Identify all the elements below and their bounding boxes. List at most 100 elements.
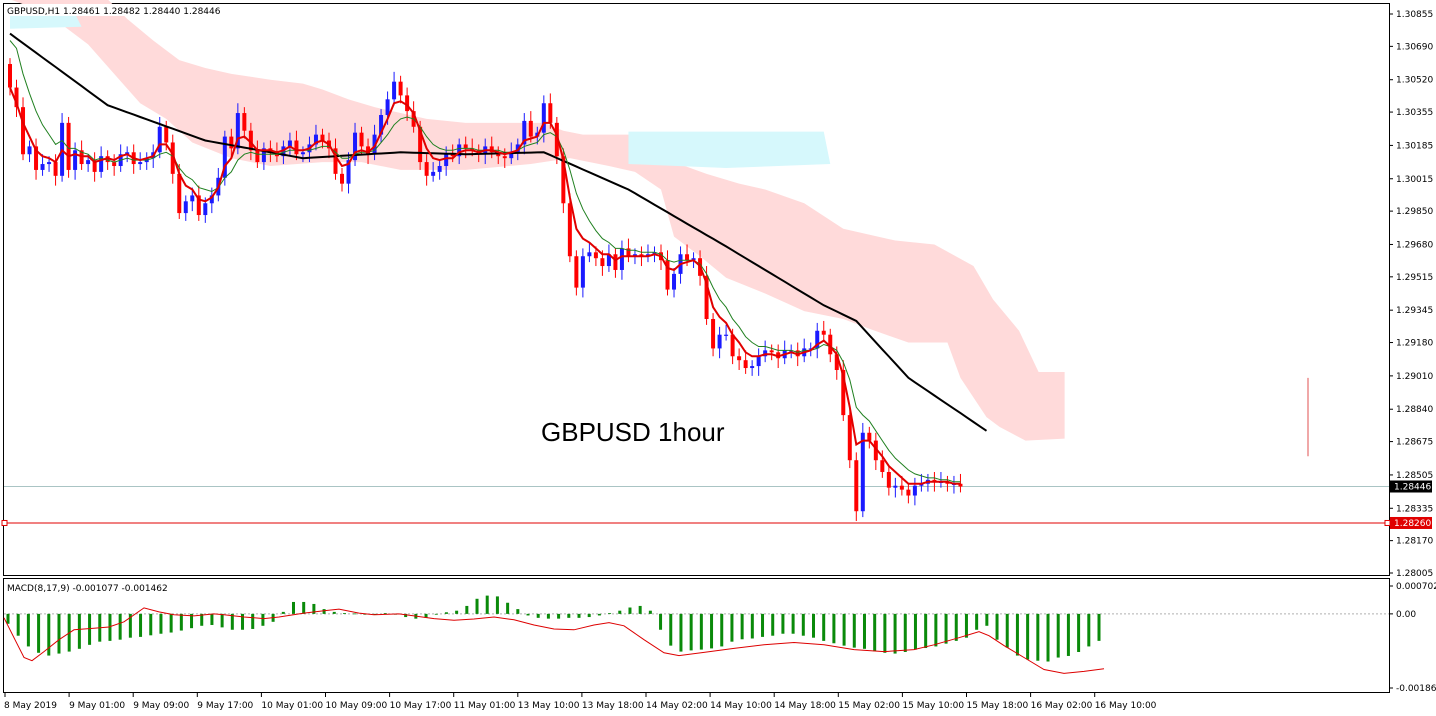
macd-histogram-bar bbox=[1097, 613, 1101, 641]
support-line-anchor bbox=[1, 519, 8, 526]
macd-histogram-bar bbox=[88, 613, 92, 645]
support-price-label: 1.28260 bbox=[1394, 519, 1431, 529]
candle-bull bbox=[99, 156, 104, 172]
candle-bull bbox=[313, 134, 318, 145]
macd-histogram-bar bbox=[200, 613, 204, 626]
candle-bull bbox=[287, 140, 292, 147]
price-tick-label: 1.30690 bbox=[1396, 42, 1433, 52]
moving-averages bbox=[9, 32, 988, 485]
macd-histogram-bar bbox=[954, 613, 958, 641]
price-tick-label: 1.29010 bbox=[1396, 372, 1433, 382]
candle-bull bbox=[385, 99, 390, 116]
candle-bull bbox=[522, 120, 527, 145]
macd-histogram-bar bbox=[913, 613, 917, 650]
macd-histogram-bar bbox=[1005, 613, 1009, 648]
macd-histogram-bar bbox=[47, 613, 51, 656]
macd-histogram-bar bbox=[873, 613, 877, 652]
candle-bear bbox=[880, 460, 885, 472]
macd-histogram-bar bbox=[353, 613, 357, 615]
macd-panel: 0.000702 0.00 -0.001867 bbox=[3, 582, 1436, 694]
candlesticks bbox=[8, 58, 963, 522]
ema-slow-line bbox=[9, 32, 988, 432]
macd-histogram-bar bbox=[220, 613, 224, 628]
candle-bear bbox=[53, 162, 58, 176]
candle-bull bbox=[40, 164, 45, 170]
price-tick-label: 1.30855 bbox=[1396, 10, 1433, 20]
candle-bear bbox=[821, 330, 826, 335]
macd-histogram-bar bbox=[577, 613, 581, 618]
macd-histogram-bar bbox=[924, 613, 928, 649]
macd-histogram-bar bbox=[485, 595, 489, 614]
current-price-label: 1.28446 bbox=[1394, 483, 1431, 493]
macd-histogram-bar bbox=[179, 613, 183, 631]
macd-histogram-bar bbox=[791, 613, 795, 634]
time-tick-label: 9 May 17:00 bbox=[197, 701, 253, 711]
macd-histogram-bar bbox=[934, 613, 938, 647]
candle-bear bbox=[92, 160, 97, 172]
macd-histogram-bar bbox=[108, 613, 112, 641]
macd-header: MACD(8,17,9) -0.001077 -0.001462 bbox=[7, 584, 168, 594]
candle-bull bbox=[606, 254, 611, 267]
price-tick-label: 1.30355 bbox=[1396, 108, 1433, 118]
candle-bull bbox=[190, 195, 195, 202]
macd-histogram-bar bbox=[230, 613, 234, 630]
candle-bear bbox=[906, 489, 911, 496]
macd-histogram-bar bbox=[444, 612, 448, 614]
macd-histogram-bar bbox=[57, 613, 61, 654]
time-tick-label: 14 May 10:00 bbox=[710, 701, 772, 711]
macd-histogram-bar bbox=[169, 613, 173, 633]
candle-bear bbox=[685, 254, 690, 261]
candle-bull bbox=[222, 136, 227, 178]
macd-histogram-bar bbox=[812, 613, 816, 638]
macd-histogram-bar bbox=[1056, 613, 1060, 658]
kumo-bearish-area bbox=[11, 0, 1065, 441]
macd-histogram-bar bbox=[1077, 613, 1081, 652]
macd-histogram-bar bbox=[822, 613, 826, 641]
candle-bear bbox=[255, 150, 260, 163]
time-tick-label: 15 May 02:00 bbox=[838, 701, 900, 711]
candle-bull bbox=[209, 195, 214, 204]
candle-bear bbox=[340, 173, 345, 184]
macd-histogram-bar bbox=[1046, 613, 1050, 662]
candle-bear bbox=[502, 156, 507, 159]
candle-bear bbox=[737, 356, 742, 361]
macd-histogram-bar bbox=[404, 613, 408, 618]
price-tick-label: 1.29180 bbox=[1396, 339, 1433, 349]
price-tick-label: 1.30185 bbox=[1396, 141, 1433, 151]
macd-histogram-bar bbox=[1087, 613, 1091, 647]
macd-histogram-bar bbox=[985, 613, 989, 626]
candle-bear bbox=[899, 485, 904, 490]
candle-bull bbox=[379, 115, 384, 135]
macd-tick-label: 0.000702 bbox=[1396, 582, 1436, 592]
time-tick-label: 15 May 10:00 bbox=[902, 701, 964, 711]
time-tick-label: 8 May 2019 bbox=[4, 701, 57, 711]
price-tick-label: 1.28840 bbox=[1396, 405, 1433, 415]
macd-histogram-bar bbox=[77, 613, 81, 649]
time-tick-label: 13 May 18:00 bbox=[582, 701, 644, 711]
time-tick-label: 10 May 09:00 bbox=[326, 701, 388, 711]
macd-histogram-bar bbox=[883, 613, 887, 653]
candle-bull bbox=[235, 113, 240, 149]
candle-bear bbox=[854, 460, 859, 512]
macd-histogram-bar bbox=[37, 613, 41, 653]
macd-histogram-bar bbox=[1066, 613, 1070, 656]
candle-bull bbox=[515, 144, 520, 153]
candle-bear bbox=[424, 162, 429, 176]
macd-histogram-bar bbox=[648, 610, 652, 614]
candle-bear bbox=[665, 260, 670, 290]
macd-histogram-bar bbox=[251, 613, 255, 629]
candle-bull bbox=[444, 154, 449, 167]
macd-histogram-bar bbox=[862, 613, 866, 649]
macd-histogram-bar bbox=[944, 613, 948, 644]
candle-bull bbox=[437, 166, 442, 172]
macd-histogram-bar bbox=[6, 613, 10, 624]
candle-bear bbox=[66, 122, 71, 170]
macd-histogram-bar bbox=[424, 613, 428, 618]
macd-histogram-bar bbox=[842, 613, 846, 646]
macd-histogram-bar bbox=[536, 613, 540, 618]
candle-bear bbox=[21, 107, 26, 155]
macd-histogram-bar bbox=[16, 613, 20, 636]
macd-histogram-bar bbox=[903, 613, 907, 652]
candle-bear bbox=[112, 162, 117, 167]
